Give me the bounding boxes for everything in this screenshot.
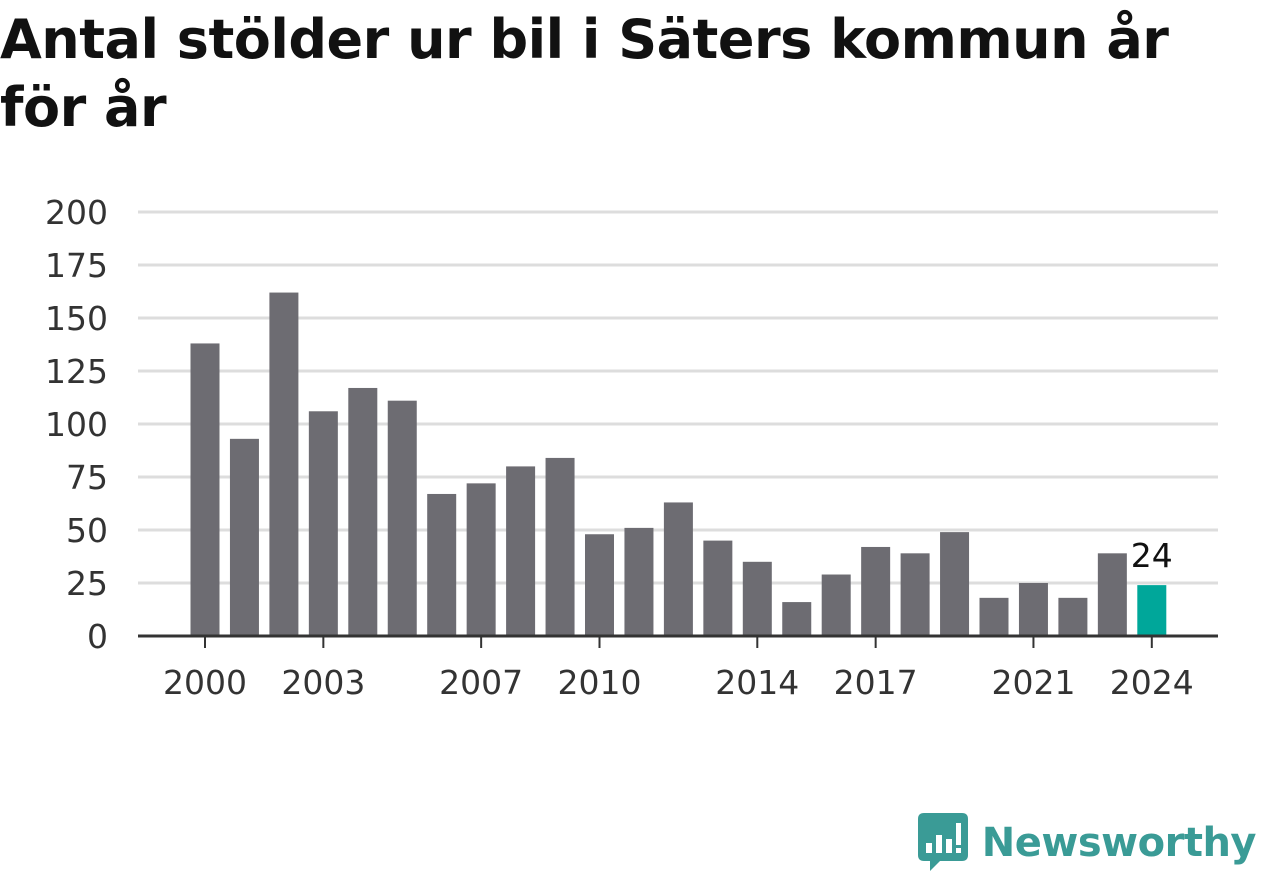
y-tick-label-25: 25 <box>66 564 108 603</box>
newsworthy-logo-icon <box>917 813 968 871</box>
bar-2000 <box>190 343 220 636</box>
bar-2014 <box>742 561 772 636</box>
y-tick-label-50: 50 <box>66 511 108 550</box>
bar-2017 <box>861 546 891 636</box>
bar-2009 <box>545 457 575 636</box>
x-tick-label-2010: 2010 <box>558 663 642 702</box>
bar-2001 <box>229 438 259 636</box>
bar-2013 <box>703 540 733 636</box>
bars <box>190 292 1167 636</box>
bar-2006 <box>427 493 457 636</box>
bar-2007 <box>466 483 496 636</box>
bar-2003 <box>308 411 338 636</box>
bar-2016 <box>821 574 851 636</box>
bar-2021 <box>1018 583 1048 636</box>
x-tick-label-2021: 2021 <box>991 663 1075 702</box>
y-tick-label-75: 75 <box>66 458 108 497</box>
x-tick-label-2017: 2017 <box>834 663 918 702</box>
x-tick-label-2007: 2007 <box>439 663 523 702</box>
y-tick-label-200: 200 <box>45 193 108 232</box>
y-tick-label-0: 0 <box>87 617 108 656</box>
bar-2004 <box>348 387 378 636</box>
newsworthy-logo: Newsworthy <box>917 813 1257 873</box>
bar-2024 <box>1137 585 1167 636</box>
x-tick-label-2000: 2000 <box>163 663 247 702</box>
y-tick-label-150: 150 <box>45 299 108 338</box>
bar-2012 <box>663 502 693 636</box>
bar-2008 <box>506 466 536 636</box>
y-tick-label-175: 175 <box>45 246 108 285</box>
y-tick-label-100: 100 <box>45 405 108 444</box>
newsworthy-logo-text: Newsworthy <box>981 820 1257 866</box>
gridlines <box>138 210 1218 585</box>
y-axis-ticks: 0 25 50 75 100 125 150 175 200 <box>45 193 108 656</box>
bar-2022 <box>1058 597 1088 636</box>
bar-2023 <box>1097 553 1127 636</box>
x-axis-ticks: 2000 2003 2007 2010 2014 2017 2021 2024 <box>138 634 1218 702</box>
bar-2019 <box>940 532 970 636</box>
bar-2010 <box>585 534 614 636</box>
x-tick-label-2003: 2003 <box>281 663 365 702</box>
chart-title: Antal stölder ur bil i Säters kommun år … <box>0 8 1169 139</box>
bar-2002 <box>269 292 299 636</box>
data-label-2024: 24 <box>1131 536 1173 575</box>
bar-2005 <box>387 400 417 636</box>
data-labels: 24 <box>1128 533 1176 578</box>
x-tick-label-2024: 2024 <box>1110 663 1194 702</box>
y-tick-label-125: 125 <box>45 352 108 391</box>
x-tick-label-2014: 2014 <box>715 663 799 702</box>
bar-2020 <box>979 597 1009 636</box>
bar-2015 <box>782 602 812 636</box>
bar-2011 <box>624 527 654 636</box>
bar-2018 <box>900 553 930 636</box>
